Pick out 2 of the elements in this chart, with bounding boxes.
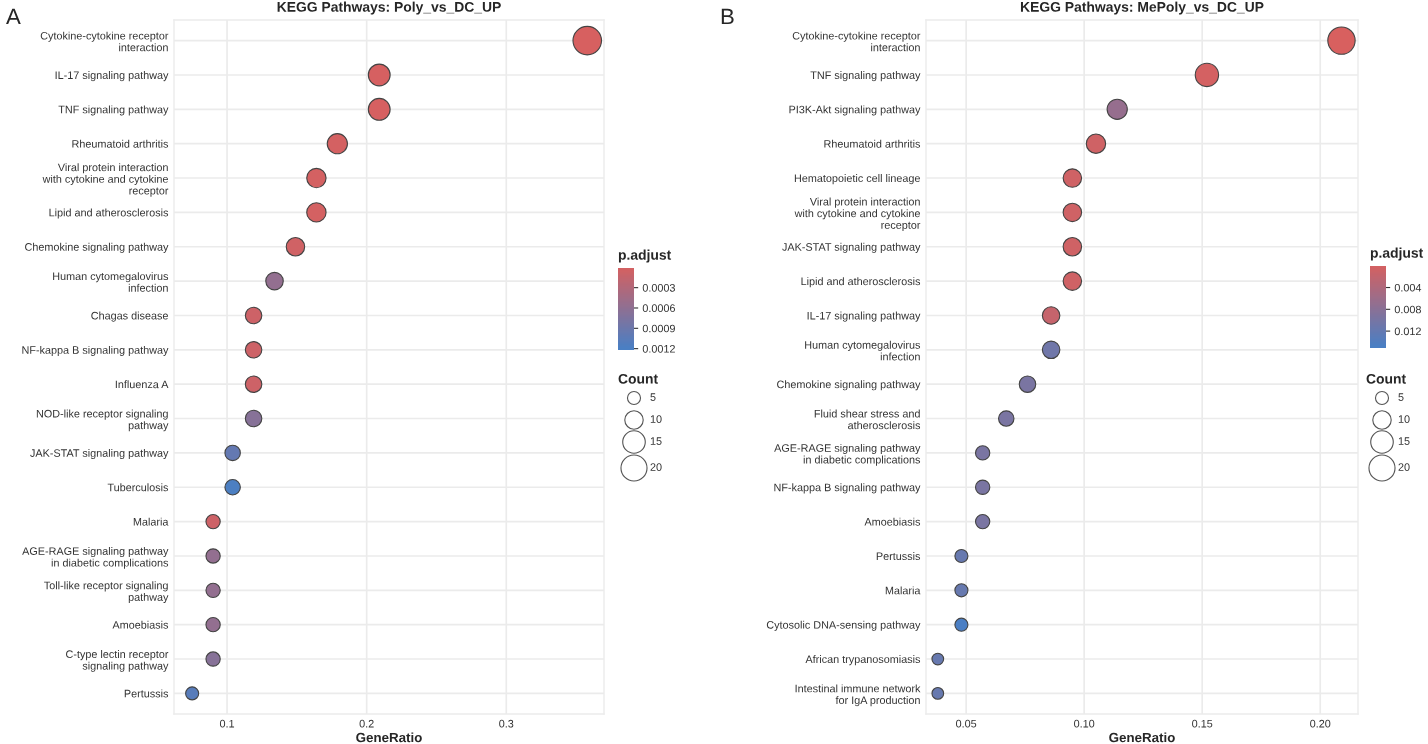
text: B: [721, 8, 734, 25]
text: A: [6, 8, 21, 25]
